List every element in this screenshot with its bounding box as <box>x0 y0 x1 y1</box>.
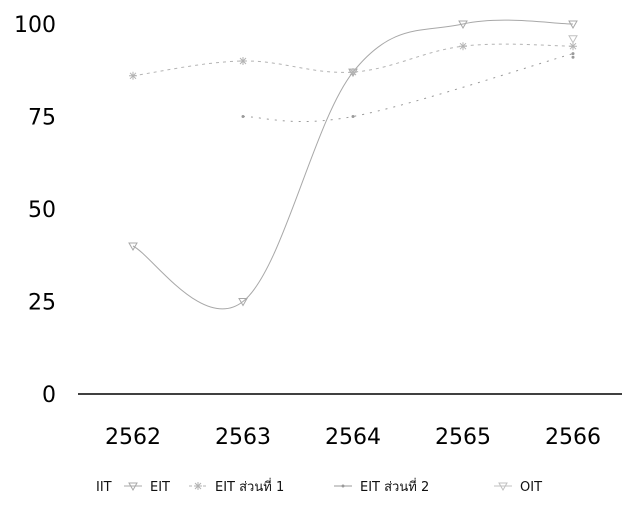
data-point <box>351 115 355 118</box>
data-point <box>568 35 578 44</box>
x-tick-label: 2566 <box>545 425 601 450</box>
y-tick-label: 75 <box>28 106 56 131</box>
legend-item: OIT <box>494 480 542 495</box>
legend-label: OIT <box>520 480 542 495</box>
legend-label: IIT <box>96 480 112 495</box>
legend: IIT EIT EIT ส่วนที่ 1 EIT ส่วนที่ 2 OIT <box>96 478 542 495</box>
series-path <box>132 43 574 77</box>
legend-item: EIT <box>124 480 170 495</box>
x-tick-label: 2564 <box>325 425 381 450</box>
legend-item: EIT ส่วนที่ 1 <box>189 478 284 495</box>
series-line <box>568 35 578 44</box>
data-point <box>498 482 508 492</box>
data-point <box>194 482 202 490</box>
y-tick-label: 0 <box>42 383 56 408</box>
y-tick-label: 100 <box>14 13 56 38</box>
data-point <box>571 55 575 59</box>
x-tick-label: 2562 <box>105 425 161 450</box>
axis-layer: 0 25 50 75 100 2562 2563 2564 2565 2566 <box>14 13 622 450</box>
legend-label: EIT ส่วนที่ 1 <box>215 478 284 495</box>
legend-label: EIT <box>150 480 170 495</box>
series-line <box>128 19 578 310</box>
series-line <box>571 55 575 59</box>
y-tick-label: 25 <box>28 291 56 316</box>
series-path <box>132 19 574 310</box>
x-tick-label: 2565 <box>435 425 491 450</box>
x-tick-label: 2563 <box>215 425 271 450</box>
series-line <box>129 42 577 80</box>
legend-label: EIT ส่วนที่ 2 <box>360 478 429 495</box>
data-point <box>459 42 467 51</box>
legend-item: IIT <box>96 480 112 495</box>
legend-item: EIT ส่วนที่ 2 <box>334 478 429 495</box>
data-point <box>569 42 577 51</box>
data-point <box>241 115 245 118</box>
y-tick-label: 50 <box>28 198 56 223</box>
data-point <box>238 298 248 307</box>
data-point <box>458 20 468 30</box>
series-layer <box>128 19 578 310</box>
series-line <box>241 52 575 123</box>
data-point <box>128 482 138 492</box>
data-point <box>239 57 247 65</box>
data-point <box>129 71 137 80</box>
data-point <box>571 52 575 56</box>
data-point <box>341 484 345 488</box>
series-path <box>242 53 574 123</box>
data-point <box>128 242 138 252</box>
data-point <box>349 68 357 77</box>
data-point <box>568 20 578 30</box>
